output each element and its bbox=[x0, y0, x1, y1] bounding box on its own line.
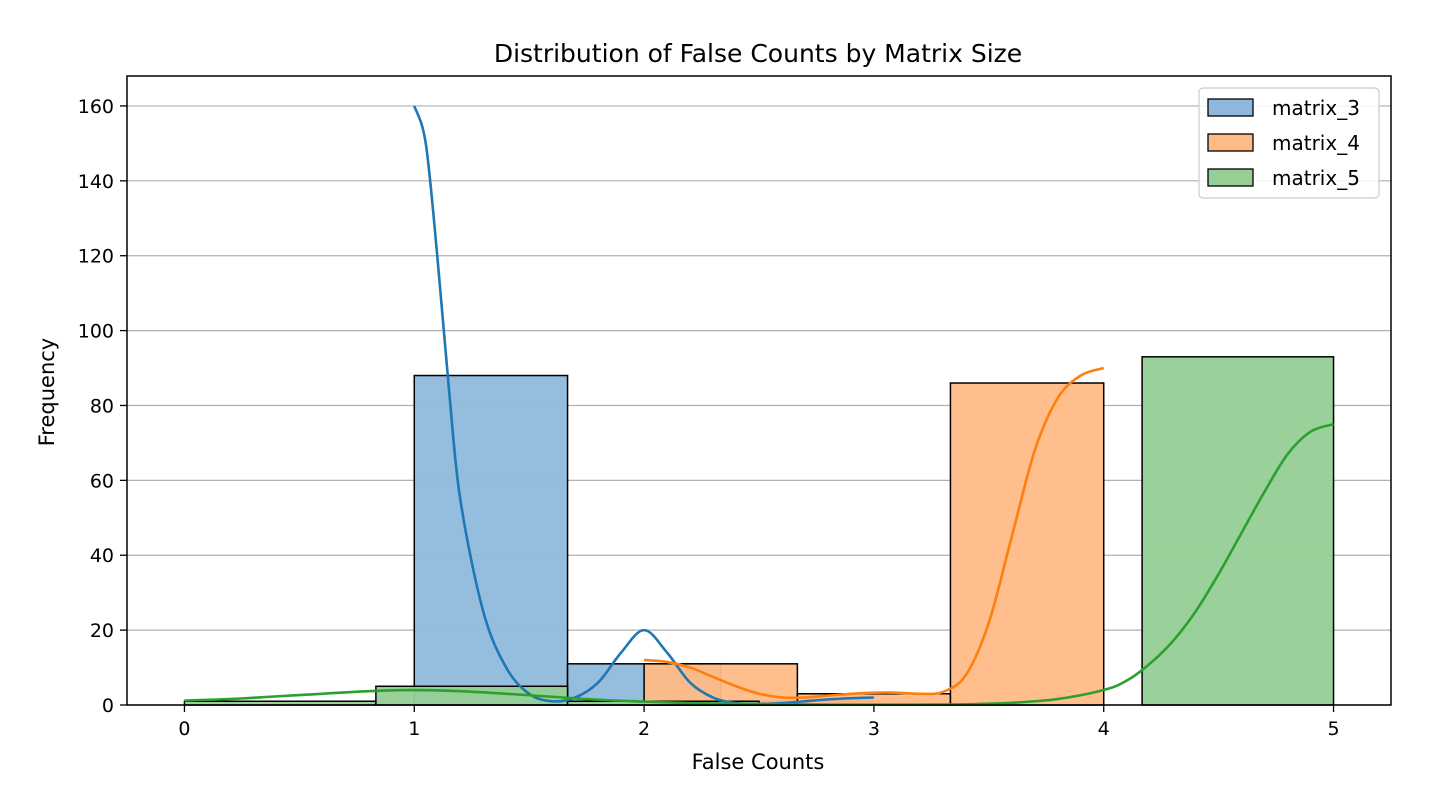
bar-matrix_4-0 bbox=[643, 663, 799, 706]
plot-frame bbox=[126, 75, 1392, 706]
y-tick-label: 40 bbox=[90, 545, 114, 567]
x-tick-label: 2 bbox=[638, 718, 650, 740]
y-tick-label: 100 bbox=[78, 321, 114, 343]
y-tick-label: 160 bbox=[78, 96, 114, 118]
legend-label-matrix_4: matrix_4 bbox=[1272, 131, 1360, 155]
legend: matrix_3 matrix_4 matrix_5 bbox=[1198, 87, 1380, 199]
y-tick-label: 80 bbox=[90, 395, 114, 417]
y-tick-label: 0 bbox=[102, 695, 114, 717]
y-axis-title: Frequency bbox=[35, 338, 59, 447]
legend-swatch-matrix_4 bbox=[1207, 133, 1254, 152]
legend-swatch-matrix_3 bbox=[1207, 98, 1254, 117]
x-tick-label: 1 bbox=[408, 718, 420, 740]
kde-line-matrix_4 bbox=[643, 366, 1105, 700]
y-tick-label: 120 bbox=[78, 246, 114, 268]
axes-layer: 0 1 2 3 4 5 0 20 40 60 80 100 120 140 160 bbox=[78, 96, 1340, 740]
x-tick-label: 0 bbox=[178, 718, 190, 740]
bar-matrix_4-2 bbox=[949, 382, 1105, 706]
y-tick-label: 20 bbox=[90, 620, 114, 642]
x-tick-label: 5 bbox=[1327, 718, 1339, 740]
legend-label-matrix_3: matrix_3 bbox=[1272, 96, 1360, 120]
bar-matrix_5-3 bbox=[1141, 356, 1335, 706]
bar-matrix_3-0 bbox=[413, 374, 569, 706]
y-tick-label: 60 bbox=[90, 470, 114, 492]
grid-layer bbox=[127, 105, 1391, 706]
y-tick-label: 140 bbox=[78, 171, 114, 193]
x-tick-label: 3 bbox=[868, 718, 880, 740]
bars-layer bbox=[183, 356, 1335, 706]
x-tick-label: 4 bbox=[1098, 718, 1110, 740]
x-axis-title: False Counts bbox=[692, 750, 825, 774]
chart-title: Distribution of False Counts by Matrix S… bbox=[494, 39, 1022, 68]
legend-swatch-matrix_5 bbox=[1207, 168, 1254, 187]
legend-label-matrix_5: matrix_5 bbox=[1272, 166, 1360, 190]
